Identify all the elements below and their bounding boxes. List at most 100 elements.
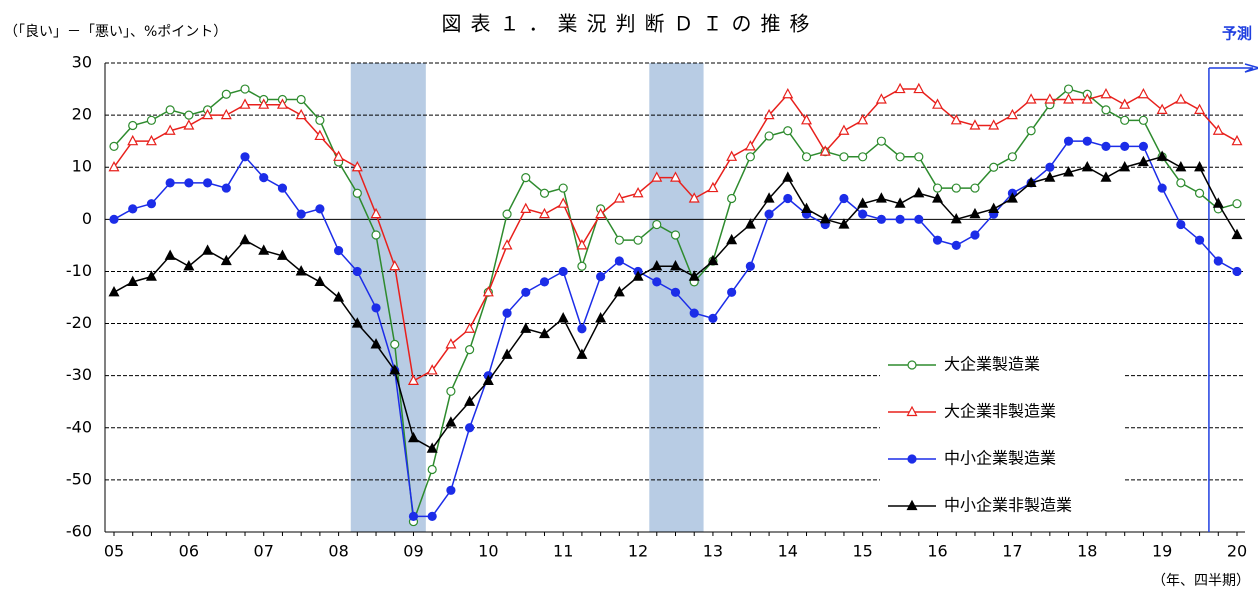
x-tick-label: 12	[628, 542, 648, 561]
data-point	[502, 308, 512, 318]
data-point	[1101, 141, 1111, 151]
data-point	[407, 374, 419, 385]
data-point	[146, 199, 157, 209]
data-point	[1138, 141, 1149, 151]
legend-marker	[906, 499, 918, 511]
data-point	[164, 249, 176, 260]
data-point	[445, 338, 457, 349]
data-point	[427, 511, 437, 521]
data-point	[315, 204, 325, 214]
data-point	[932, 183, 943, 193]
data-point	[688, 270, 700, 281]
data-point	[501, 348, 513, 359]
data-point	[1176, 219, 1186, 230]
data-point	[970, 230, 980, 240]
forecast-label: 予測	[1222, 25, 1252, 43]
data-point	[932, 98, 944, 109]
data-point	[538, 207, 550, 219]
data-point	[595, 207, 607, 219]
data-point	[465, 345, 475, 355]
data-point	[558, 183, 568, 193]
data-point	[1175, 93, 1187, 104]
data-point	[801, 202, 813, 214]
data-point	[1063, 166, 1075, 177]
data-point	[1119, 98, 1131, 109]
data-point	[577, 324, 587, 334]
data-point	[333, 150, 345, 161]
data-point	[838, 218, 850, 229]
data-point	[1101, 105, 1111, 115]
data-point	[858, 209, 868, 219]
x-tick-label: 17	[1002, 542, 1022, 561]
data-point	[220, 254, 232, 266]
legend-marker	[907, 360, 917, 370]
data-point	[109, 214, 119, 224]
x-tick-label: 16	[927, 542, 947, 561]
data-point	[707, 254, 719, 266]
data-point	[1063, 93, 1075, 104]
data-point	[989, 162, 999, 172]
legend-label: 中小企業非製造業	[944, 496, 1072, 515]
data-point	[745, 261, 755, 271]
data-point	[108, 160, 120, 172]
data-point	[726, 233, 738, 245]
data-point	[1025, 93, 1037, 104]
data-point	[276, 249, 288, 260]
x-tick-label: 19	[1152, 542, 1172, 561]
x-tick-label: 05	[104, 542, 124, 561]
data-point	[259, 173, 269, 183]
data-point	[370, 338, 382, 349]
data-point	[1119, 160, 1131, 172]
data-point	[221, 183, 231, 193]
data-point	[876, 136, 886, 146]
forecast-arrow	[1208, 63, 1258, 73]
data-point	[950, 114, 962, 125]
data-point	[314, 129, 326, 141]
data-point	[351, 160, 363, 172]
data-point	[1156, 103, 1168, 115]
data-point	[1156, 150, 1168, 161]
data-point	[1137, 87, 1149, 99]
data-point	[576, 239, 588, 250]
data-point	[670, 259, 681, 271]
y-tick-label: 30	[72, 53, 92, 72]
data-point	[895, 214, 905, 224]
data-point	[1232, 266, 1242, 277]
y-tick-label: 10	[72, 157, 92, 176]
data-point	[652, 219, 662, 230]
x-tick-label: 07	[254, 542, 274, 561]
data-point	[221, 89, 231, 99]
data-point	[1138, 115, 1149, 125]
data-point	[857, 197, 869, 208]
y-tick-label: -30	[66, 365, 92, 384]
y-tick-label: 20	[72, 105, 92, 124]
data-point	[1194, 160, 1206, 172]
data-point	[1175, 160, 1187, 172]
data-point	[220, 108, 232, 120]
legend-marker	[906, 405, 918, 417]
data-point	[520, 322, 532, 333]
data-point	[145, 134, 157, 146]
data-point	[277, 183, 288, 193]
data-point	[184, 110, 194, 120]
data-point	[1044, 93, 1056, 104]
data-point	[633, 235, 643, 245]
data-point	[764, 209, 774, 219]
series	[108, 82, 1243, 385]
data-point	[521, 287, 531, 297]
data-point	[1194, 103, 1206, 115]
data-point	[764, 131, 774, 141]
data-point	[371, 303, 381, 313]
data-point	[276, 98, 288, 109]
x-tick-label: 11	[553, 542, 573, 561]
data-point	[258, 98, 270, 109]
data-point	[745, 152, 755, 162]
data-point	[1045, 162, 1055, 172]
data-point	[464, 395, 476, 406]
data-point	[128, 120, 138, 131]
y-tick-label: -20	[66, 313, 92, 332]
data-point	[988, 119, 1000, 130]
data-point	[557, 312, 569, 323]
data-point	[670, 171, 681, 182]
data-point	[1157, 183, 1167, 193]
